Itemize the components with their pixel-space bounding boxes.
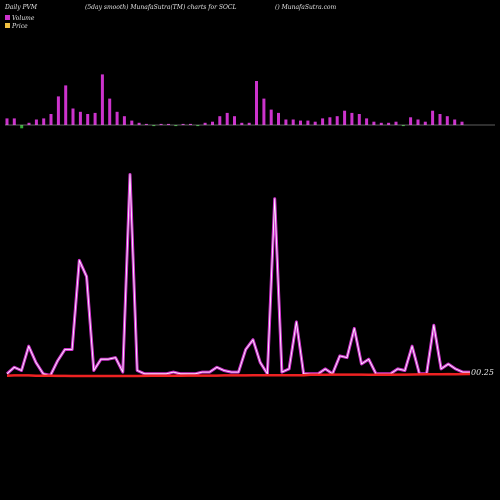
volume-bar (445, 116, 449, 125)
legend-price-label: Price (11, 23, 28, 30)
volume-bar (196, 125, 200, 127)
price-line (6, 372, 471, 378)
volume-bar (167, 123, 170, 125)
volume-bar (343, 110, 347, 125)
volume-bar (93, 112, 97, 125)
volume-bar (431, 110, 435, 125)
volume-bar (49, 114, 53, 125)
volume-bar (372, 121, 376, 125)
volume-bar (78, 111, 82, 125)
legend-volume-swatch (5, 15, 10, 20)
volume-bar (20, 125, 24, 129)
volume-bar (321, 118, 325, 125)
volume-bar (291, 119, 295, 125)
volume-bar (144, 123, 148, 125)
volume-bar (211, 121, 214, 125)
volume-bar (189, 123, 192, 125)
volume-bar (152, 125, 156, 127)
volume-bar (100, 74, 104, 125)
volume-bar (5, 118, 9, 125)
volume-bar (453, 119, 457, 125)
volume-bar (240, 122, 244, 125)
volume-bar (255, 81, 258, 125)
volume-bar (269, 109, 273, 125)
volume-bar (387, 122, 391, 125)
volume-bar (115, 111, 119, 125)
volume-bar (277, 112, 280, 125)
volume-bar (335, 116, 339, 125)
volume-bar (262, 98, 266, 125)
volume-bar (379, 122, 383, 125)
volume-bar (56, 96, 60, 125)
volume-bar (328, 117, 332, 125)
pvm-series (5, 173, 470, 377)
volume-bar (460, 121, 464, 125)
volume-bar (181, 123, 185, 125)
volume-bars (5, 74, 464, 129)
price-value-label: 00.25 (471, 368, 494, 377)
volume-bar (108, 98, 112, 125)
volume-bar (438, 114, 442, 125)
volume-bar (284, 119, 288, 125)
legend-volume-label: Volume (12, 15, 35, 22)
volume-bar (357, 114, 361, 125)
volume-bar (401, 125, 405, 127)
volume-bar (159, 123, 163, 125)
volume-bar (365, 118, 369, 125)
volume-bar (86, 114, 90, 125)
volume-bar (122, 116, 126, 125)
pvm-line-highlight (6, 174, 470, 376)
volume-bar (137, 122, 141, 125)
chart-header-left: Daily PVM (4, 4, 38, 11)
volume-bar (71, 108, 75, 125)
volume-bar (34, 119, 38, 125)
volume-bar (306, 120, 310, 125)
volume-bar (394, 121, 398, 125)
volume-bar (203, 122, 207, 125)
volume-bar (218, 116, 222, 125)
price-series (6, 372, 471, 378)
volume-bar (247, 122, 251, 125)
volume-bar (130, 120, 134, 125)
volume-bar (27, 122, 31, 125)
volume-bar (409, 117, 413, 125)
legend-price-swatch (5, 23, 10, 28)
volume-bar (12, 118, 16, 125)
volume-bar (42, 118, 46, 125)
volume-bar (313, 121, 317, 125)
chart-header-right: () MunafaSutra.com (275, 4, 337, 11)
volume-bar (64, 85, 68, 125)
volume-bar (225, 112, 229, 125)
volume-bar (423, 121, 427, 125)
volume-bar (233, 116, 236, 125)
volume-bar (299, 120, 302, 125)
chart-header-center: (5day smooth) MunafaSutra(TM) charts for… (85, 4, 236, 11)
volume-bar (174, 125, 178, 127)
volume-bar (350, 112, 354, 125)
volume-bar (416, 119, 420, 125)
